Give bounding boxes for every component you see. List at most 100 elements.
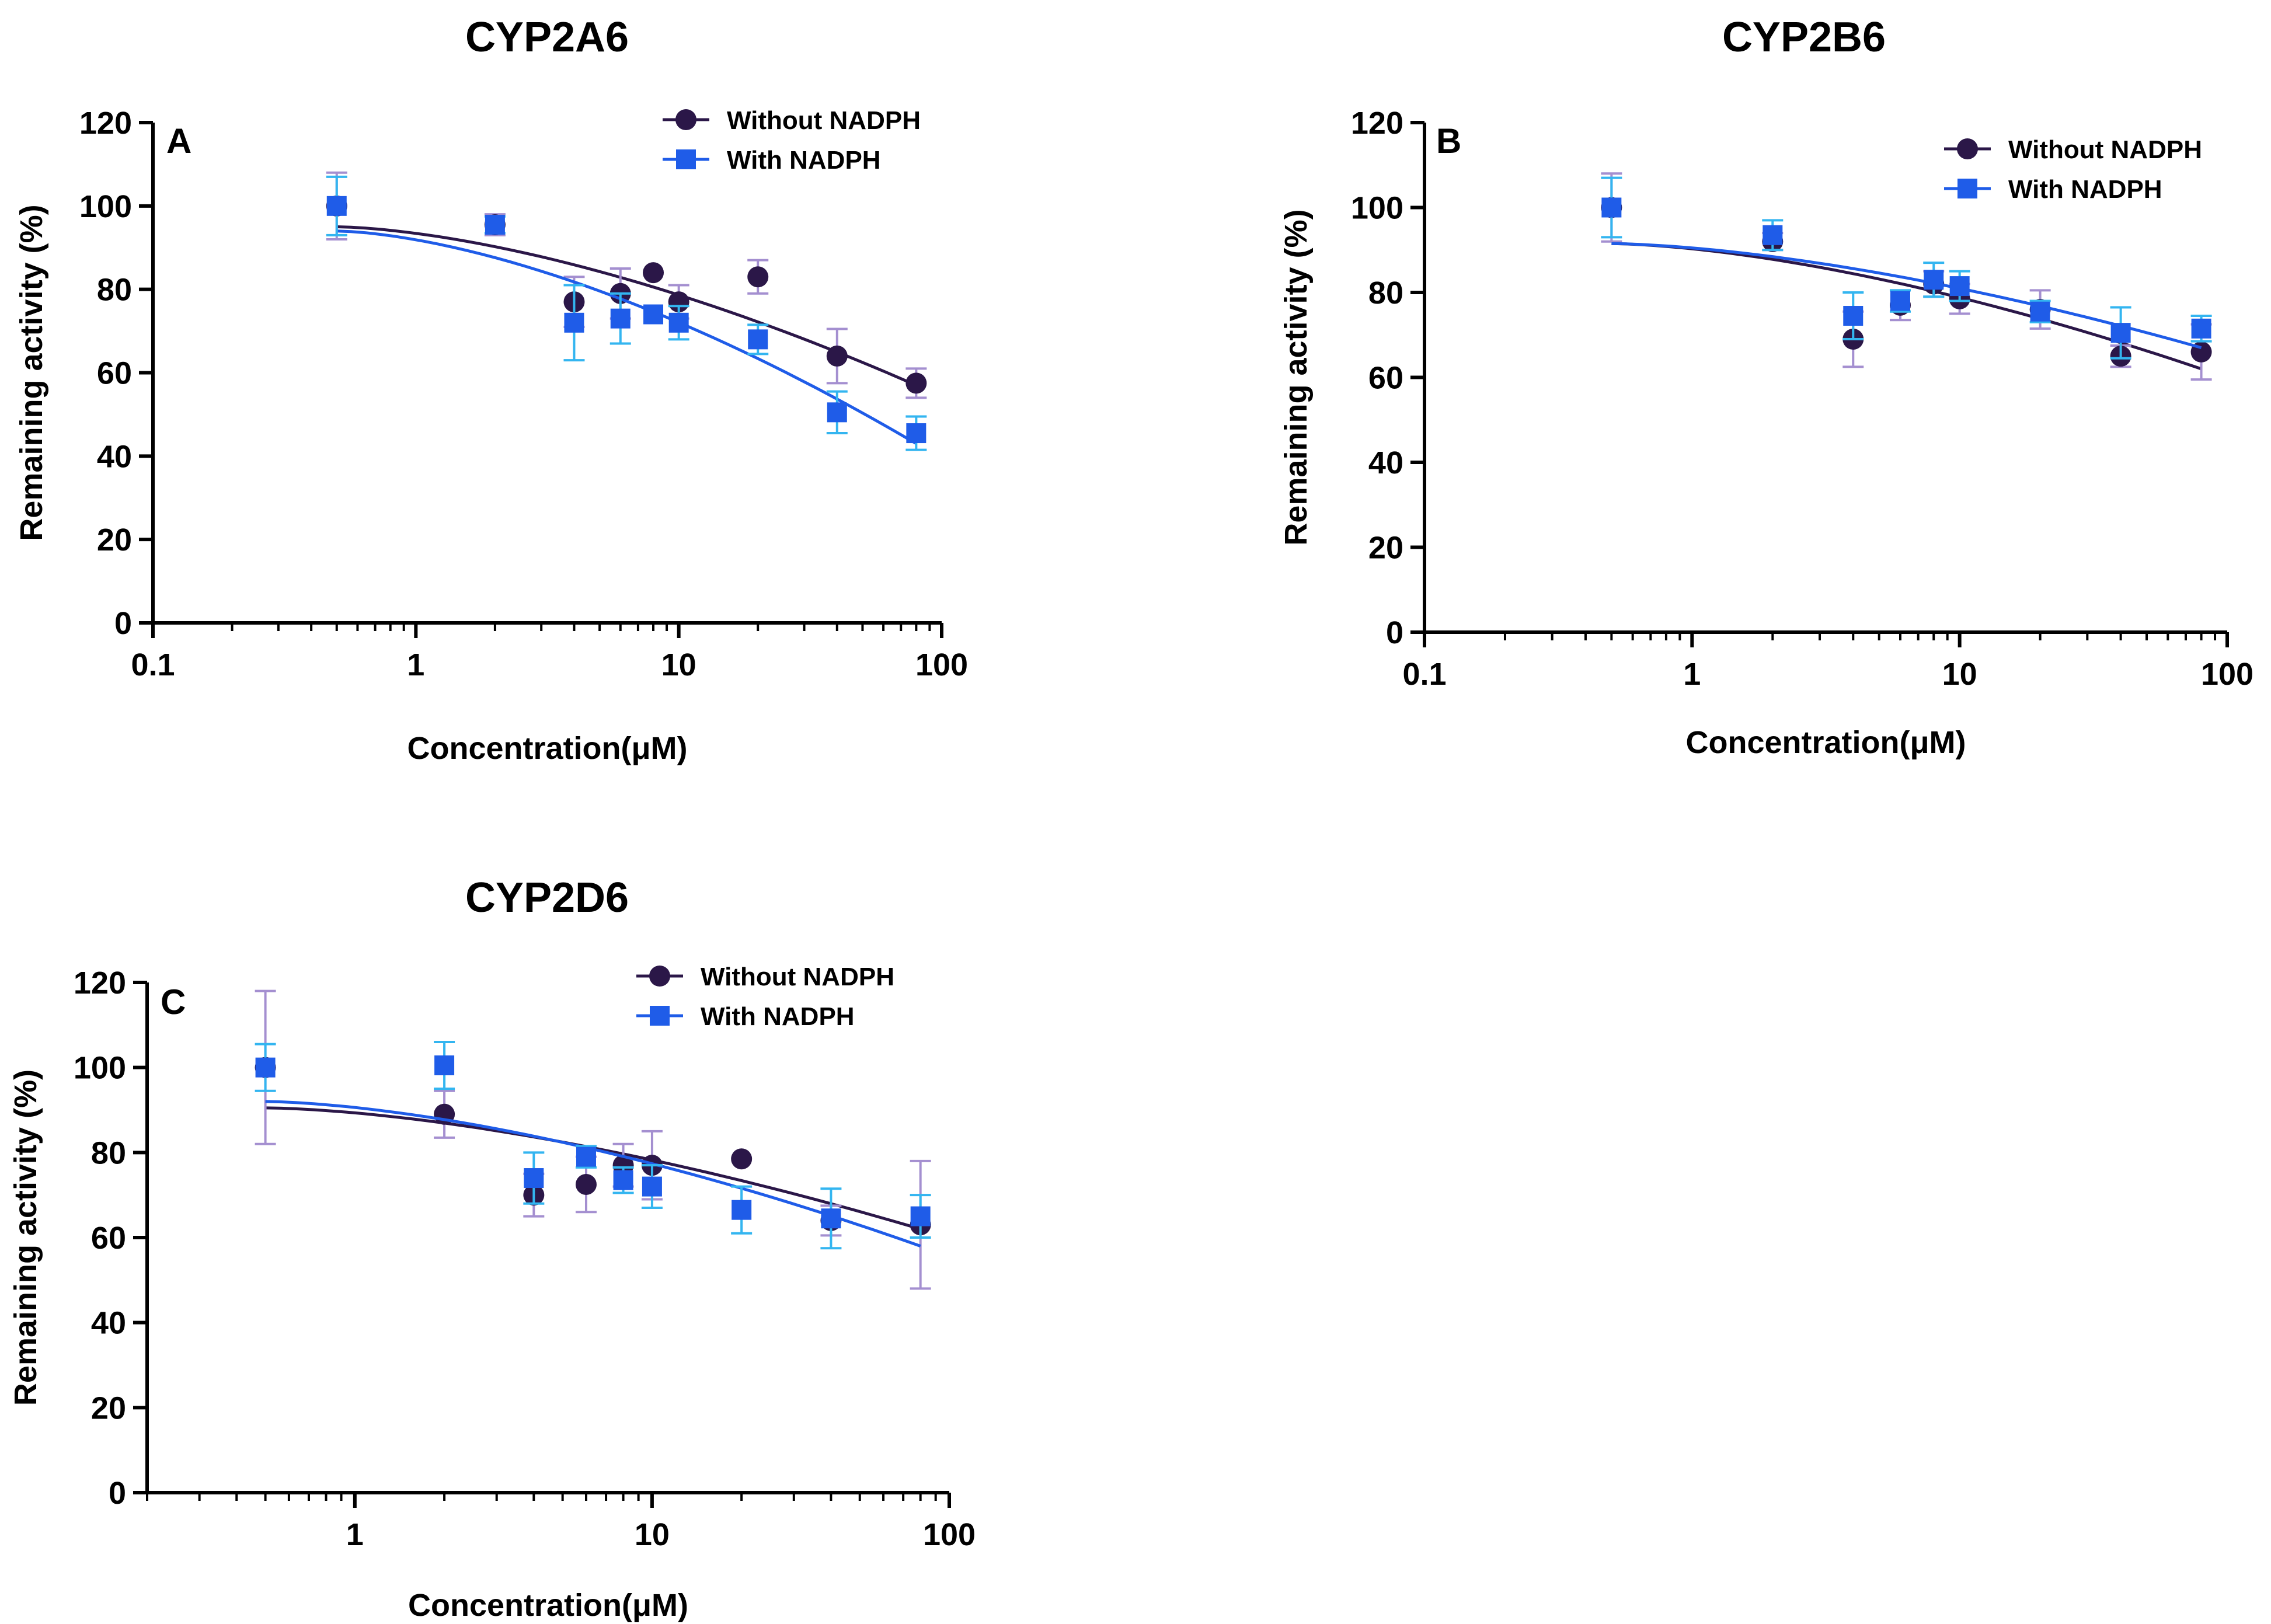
y-tick-label: 20 bbox=[91, 1390, 126, 1426]
data-point-square bbox=[906, 423, 926, 444]
legend-label: Without NADPH bbox=[701, 963, 894, 991]
legend-marker-circle bbox=[675, 109, 696, 130]
series-without-nadph bbox=[255, 989, 931, 1290]
legend-marker-square bbox=[650, 1006, 670, 1026]
x-tick-label: 10 bbox=[1942, 657, 1977, 692]
data-point-square bbox=[1924, 270, 1944, 290]
y-tick-label: 100 bbox=[74, 1051, 126, 1086]
series-with-nadph bbox=[255, 1040, 931, 1250]
y-tick-label: 20 bbox=[1368, 531, 1403, 566]
y-tick-label: 120 bbox=[1351, 106, 1403, 141]
data-point-square bbox=[668, 312, 689, 333]
y-axis-label: Remaining activity (%) bbox=[8, 1069, 43, 1406]
data-point-square bbox=[613, 1170, 633, 1190]
data-point-square bbox=[1601, 197, 1622, 218]
legend-label: With NADPH bbox=[727, 146, 881, 175]
x-tick-label: 100 bbox=[2201, 657, 2253, 692]
y-tick-label: 120 bbox=[74, 966, 126, 1001]
data-point-square bbox=[748, 329, 768, 350]
y-tick-label: 80 bbox=[91, 1135, 126, 1170]
series-with-nadph bbox=[1601, 176, 2212, 360]
data-point-square bbox=[1763, 225, 1783, 245]
data-point-square bbox=[2110, 323, 2131, 343]
y-tick-label: 40 bbox=[91, 1306, 126, 1341]
legend-marker-square bbox=[676, 149, 696, 169]
x-tick-label: 1 bbox=[1683, 657, 1701, 692]
chart-title: CYP2D6 bbox=[465, 874, 629, 921]
legend-marker-circle bbox=[1957, 138, 1978, 159]
y-tick-label: 0 bbox=[1386, 615, 1403, 650]
data-point-square bbox=[827, 402, 847, 423]
chart-panel-a: CYP2A6 A 0 20 40 60 80 100 120 0.1 1 10 100 Concentra… bbox=[14, 14, 968, 766]
fit-curve bbox=[336, 225, 917, 387]
data-point-square bbox=[1843, 306, 1864, 326]
fit-curve bbox=[1611, 242, 2202, 350]
data-point-square bbox=[255, 1057, 276, 1078]
data-point-circle bbox=[731, 1148, 753, 1170]
y-tick-label: 40 bbox=[97, 439, 132, 474]
y-tick-label: 120 bbox=[79, 106, 132, 141]
data-point-circle bbox=[905, 372, 927, 394]
x-axis-label: Concentration(μM) bbox=[407, 731, 688, 766]
data-point-square bbox=[2191, 318, 2211, 339]
data-point-circle bbox=[643, 262, 664, 284]
y-tick-label: 40 bbox=[1368, 445, 1403, 480]
y-tick-label: 100 bbox=[1351, 191, 1403, 226]
legend: Without NADPH With NADPH bbox=[1944, 135, 2202, 204]
x-tick-label: 10 bbox=[635, 1517, 670, 1552]
legend: Without NADPH With NADPH bbox=[663, 106, 921, 175]
y-tick-label: 60 bbox=[91, 1221, 126, 1256]
data-point-square bbox=[732, 1200, 752, 1220]
legend-marker-square bbox=[1957, 179, 1977, 198]
y-tick-label: 100 bbox=[79, 189, 132, 224]
x-axis-label: Concentration(μM) bbox=[1686, 725, 1966, 760]
x-axis-label: Concentration(μM) bbox=[408, 1588, 688, 1623]
y-tick-label: 60 bbox=[1368, 361, 1403, 396]
x-tick-label: 100 bbox=[923, 1517, 976, 1552]
x-tick-label: 100 bbox=[915, 647, 968, 682]
x-tick-label: 0.1 bbox=[1402, 657, 1446, 692]
y-tick-label: 0 bbox=[109, 1476, 126, 1511]
data-point-square bbox=[434, 1055, 455, 1076]
y-tick-label: 80 bbox=[1368, 276, 1403, 311]
data-point-square bbox=[2030, 301, 2050, 322]
legend-label: With NADPH bbox=[701, 1002, 855, 1031]
y-axis-label: Remaining activity (%) bbox=[14, 204, 49, 541]
fit-curve bbox=[336, 229, 917, 445]
data-point-square bbox=[643, 304, 664, 325]
data-point-circle bbox=[575, 1173, 597, 1195]
data-point-circle bbox=[826, 345, 848, 367]
panel-letter: A bbox=[166, 121, 191, 161]
chart-title: CYP2A6 bbox=[465, 14, 629, 61]
legend-label: Without NADPH bbox=[727, 106, 921, 135]
legend-label: With NADPH bbox=[2008, 175, 2162, 204]
panel-letter: B bbox=[1436, 121, 1461, 161]
y-tick-label: 0 bbox=[114, 606, 132, 641]
panel-letter: C bbox=[161, 982, 186, 1022]
series-with-nadph bbox=[326, 175, 927, 451]
data-point-square bbox=[1890, 291, 1910, 311]
data-point-square bbox=[564, 312, 584, 333]
data-point-square bbox=[326, 196, 347, 216]
y-axis-label: Remaining activity (%) bbox=[1279, 209, 1314, 545]
x-tick-label: 0.1 bbox=[131, 647, 175, 682]
chart-title: CYP2B6 bbox=[1722, 14, 1886, 61]
legend-label: Without NADPH bbox=[2008, 135, 2202, 164]
data-point-square bbox=[1949, 276, 1970, 297]
y-tick-label: 20 bbox=[97, 522, 132, 557]
data-point-circle bbox=[747, 266, 769, 288]
data-point-square bbox=[910, 1206, 931, 1226]
series-without-nadph bbox=[326, 171, 927, 399]
data-point-square bbox=[610, 308, 631, 329]
legend-marker-circle bbox=[649, 966, 670, 987]
x-tick-label: 10 bbox=[661, 647, 696, 682]
x-tick-label: 1 bbox=[346, 1517, 364, 1552]
chart-panel-b: CYP2B6 B 0 20 40 60 80 100 120 0.1 1 10 100 Concentra… bbox=[1279, 14, 2253, 760]
data-point-square bbox=[821, 1208, 841, 1229]
y-tick-label: 80 bbox=[97, 273, 132, 308]
x-tick-label: 1 bbox=[407, 647, 424, 682]
data-point-square bbox=[485, 214, 505, 235]
data-point-square bbox=[576, 1146, 596, 1167]
